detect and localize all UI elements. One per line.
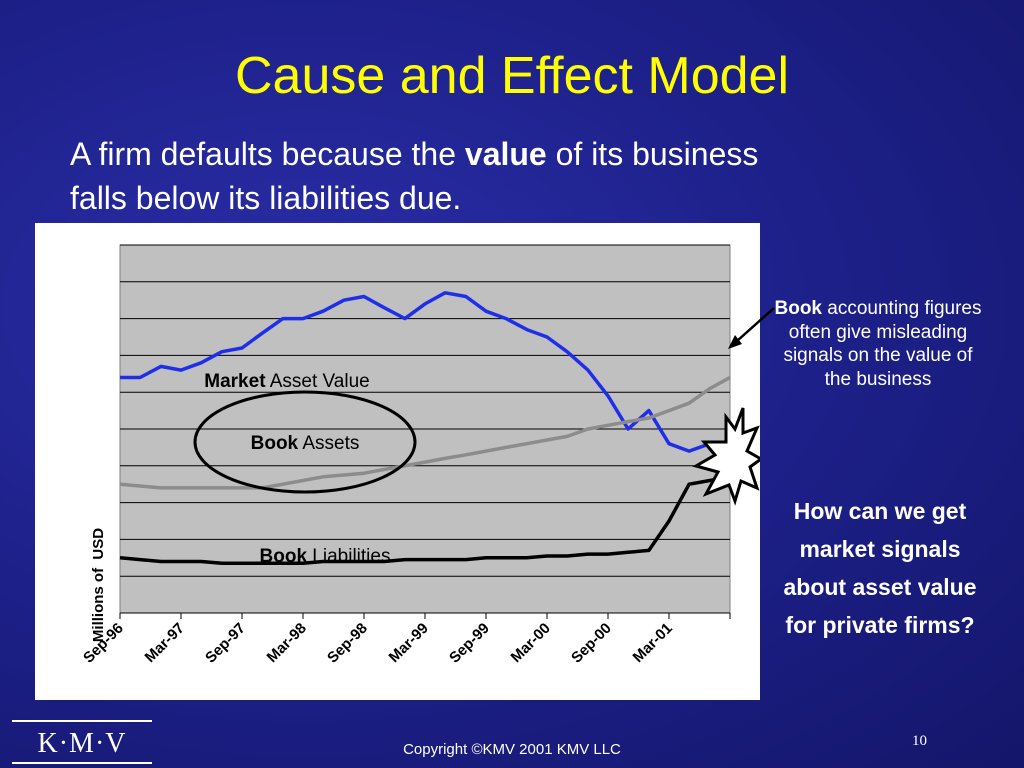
x-tick-label: Mar-01 (630, 620, 676, 666)
default-burst-icon (692, 407, 760, 506)
plot-area (119, 244, 731, 614)
x-tick-label: Mar-98 (264, 620, 310, 666)
x-tick-label: Sep-00 (568, 620, 615, 667)
x-axis: Sep-96 Mar-97 Sep-97 Mar-98 Sep-98 Mar-99 Sep-… (80, 612, 731, 667)
logo-bottom-rule (12, 762, 152, 764)
logo-text: K·M·V (37, 728, 127, 759)
liab-label-rest: Liabilities (307, 546, 390, 567)
slide-subtitle: A firm defaults because the value of its… (70, 132, 790, 220)
book-liabilities-label: Book Liabilities (260, 546, 391, 567)
x-tick-label: Mar-97 (142, 620, 188, 666)
liab-label-bold: Book (260, 546, 308, 567)
page-number: 10 (912, 733, 927, 749)
side-note-text: accounting figures often give misleading… (783, 298, 982, 390)
book-assets-label: Book Assets (251, 433, 360, 454)
market-label-rest: Asset Value (266, 371, 370, 392)
line-chart: Sep-96 Mar-97 Sep-97 Mar-98 Sep-98 Mar-99 Sep-… (80, 244, 760, 667)
chart-panel: Sep-96 Mar-97 Sep-97 Mar-98 Sep-98 Mar-99 Sep-… (35, 223, 760, 700)
series-layer (119, 291, 731, 566)
x-tick-label: Sep-97 (202, 620, 249, 667)
book-assets-line (119, 375, 731, 490)
market-asset-value-label: Market Asset Value (204, 371, 369, 392)
x-tick-label: Sep-98 (324, 620, 371, 667)
subtitle-emphasis: value (464, 136, 547, 172)
assets-label-bold: Book (251, 433, 299, 454)
key-question: How can we get market signals about asse… (783, 498, 977, 638)
logo-top-rule (12, 720, 152, 722)
subtitle-text-start: A firm defaults because the (70, 136, 465, 172)
kmv-logo: K·M·V (12, 720, 152, 764)
subtitle-text-end: of its business falls below its liabilit… (70, 136, 759, 216)
copyright-footer: Copyright ©KMV 2001 KMV LLC (403, 741, 621, 758)
assets-label-rest: Assets (298, 433, 359, 454)
slide-title: Cause and Effect Model (234, 47, 790, 105)
x-tick-label: Mar-99 (386, 620, 432, 666)
x-tick-label: Sep-99 (446, 620, 493, 667)
market-label-bold: Market (204, 371, 266, 392)
side-note-bold: Book (774, 298, 823, 319)
x-tick-label: Mar-00 (508, 620, 554, 666)
book-liabilities-line (119, 475, 731, 566)
book-accounting-note: Book accounting figures often give misle… (768, 297, 988, 391)
market-asset-value-line (120, 291, 730, 453)
book-assets-highlight-ellipse (193, 390, 417, 494)
y-axis-label: Millions of USD (90, 528, 107, 642)
